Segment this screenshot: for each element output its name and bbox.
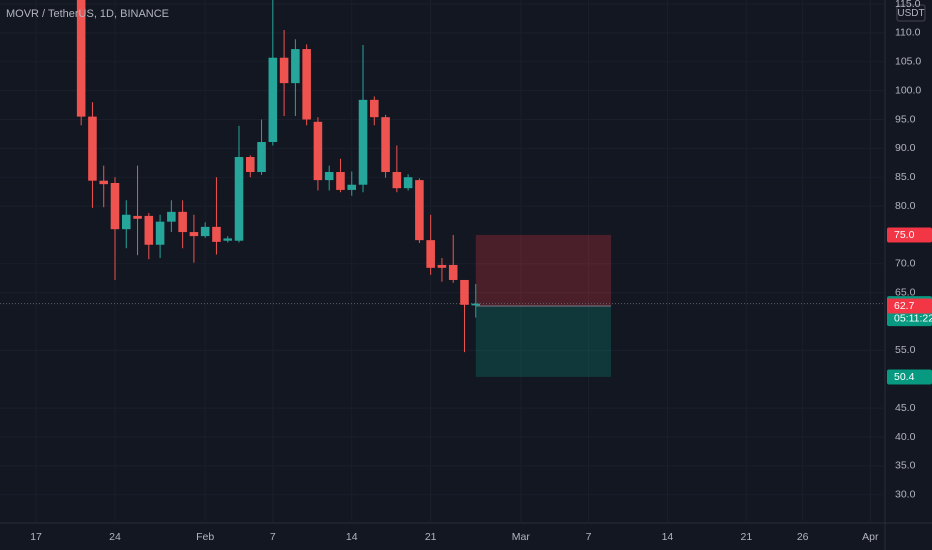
- candle-body: [437, 264, 447, 268]
- countdown: 05:11:22: [894, 312, 932, 324]
- candle-body: [257, 142, 266, 173]
- y-tick-label: 110.0: [895, 27, 921, 39]
- y-tick-label: 115.0: [895, 0, 921, 10]
- candle-body: [178, 211, 187, 233]
- candle-body: [336, 172, 345, 190]
- y-tick-label: 55.0: [895, 344, 916, 356]
- candle-body: [200, 226, 210, 237]
- candle-body: [324, 172, 334, 181]
- candle-body: [99, 180, 109, 185]
- chart-title: MOVR / TetherUS, 1D, BINANCE: [6, 8, 169, 20]
- candle-body: [133, 215, 142, 219]
- x-tick-label: Mar: [512, 531, 531, 543]
- candle-body: [268, 57, 278, 143]
- y-tick-label: 85.0: [895, 171, 916, 183]
- candle-body: [76, 0, 86, 117]
- candle-body: [313, 121, 323, 181]
- target-zone: [475, 305, 612, 377]
- candle-body: [460, 279, 469, 305]
- y-tick-label: 105.0: [895, 56, 921, 68]
- candle-body: [381, 117, 390, 173]
- x-tick-label: 7: [270, 531, 276, 543]
- price-label-box: [887, 369, 932, 385]
- y-tick-label: 90.0: [895, 142, 916, 154]
- candle-body: [426, 240, 435, 268]
- x-tick-label: Feb: [196, 531, 214, 543]
- candle-body: [88, 116, 97, 181]
- candle-body: [347, 184, 357, 190]
- candle-body: [223, 238, 233, 241]
- y-tick-label: 45.0: [895, 402, 916, 414]
- price-label: 62.7: [894, 300, 915, 312]
- candle-body: [245, 157, 255, 173]
- currency[interactable]: USDT: [897, 8, 924, 19]
- price-label-box: [887, 298, 932, 314]
- x-tick-label: 14: [662, 531, 674, 543]
- stop-zone: [475, 234, 612, 306]
- y-tick-label: 95.0: [895, 113, 916, 125]
- y-tick-label: 100.0: [895, 84, 921, 96]
- plot: [0, 0, 885, 377]
- price-label: 50.4: [894, 371, 915, 383]
- price-label-box: [887, 227, 932, 243]
- candle-body: [234, 157, 244, 241]
- candle-body: [279, 57, 289, 84]
- candle-body: [358, 99, 368, 185]
- candle-body: [392, 172, 402, 189]
- y-tick-label: 35.0: [895, 460, 916, 472]
- price-label: 75.0: [894, 229, 915, 241]
- candle-body: [471, 303, 481, 306]
- x-tick-label: 21: [740, 531, 752, 543]
- y-tick-label: 30.0: [895, 488, 916, 500]
- x-tick-label: 14: [346, 531, 358, 543]
- candle-body: [155, 221, 165, 245]
- x-tick-label: Apr: [862, 531, 879, 543]
- candle-body: [415, 180, 424, 241]
- candle-body: [167, 211, 176, 222]
- candle-body: [121, 214, 131, 230]
- y-tick-label: 70.0: [895, 258, 916, 270]
- y-tick-label: 40.0: [895, 431, 916, 443]
- x-tick-label: 17: [30, 531, 42, 543]
- candle-body: [110, 182, 120, 230]
- candle-body: [291, 49, 300, 84]
- candle-body: [302, 49, 311, 120]
- candle-body: [212, 226, 221, 242]
- x-tick-label: 26: [797, 531, 809, 543]
- candle-body: [403, 177, 413, 189]
- candle-body: [189, 232, 199, 237]
- candle-body: [144, 215, 154, 245]
- currency-box[interactable]: [896, 4, 926, 22]
- x-tick-label: 24: [109, 531, 121, 543]
- candle-body: [448, 264, 458, 280]
- x-tick-label: 21: [425, 531, 437, 543]
- candle-body: [370, 99, 379, 118]
- x-tick-label: 7: [586, 531, 592, 543]
- y-tick-label: 80.0: [895, 200, 916, 212]
- y-tick-label: 65.0: [895, 286, 916, 298]
